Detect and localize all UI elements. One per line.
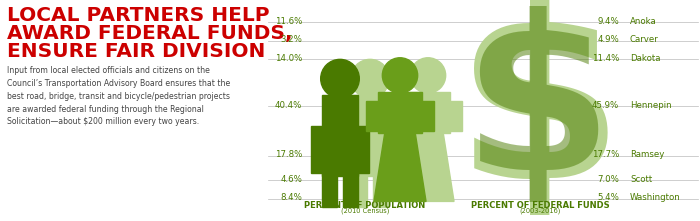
Text: 14.0%: 14.0%	[274, 54, 302, 63]
Circle shape	[321, 59, 359, 98]
Polygon shape	[374, 131, 426, 201]
Text: 9.4%: 9.4%	[597, 17, 619, 26]
Polygon shape	[402, 131, 454, 201]
Text: 5.4%: 5.4%	[597, 193, 619, 202]
Text: PERCENT OF FEDERAL FUNDS: PERCENT OF FEDERAL FUNDS	[470, 201, 609, 210]
Text: Ramsey: Ramsey	[630, 150, 664, 159]
Text: 11.6%: 11.6%	[274, 17, 302, 26]
Text: PERCENT OF POPULATION: PERCENT OF POPULATION	[304, 201, 426, 210]
Text: Hennepin: Hennepin	[630, 101, 671, 110]
Text: 17.7%: 17.7%	[592, 150, 619, 159]
Bar	[366, 101, 379, 131]
Bar	[358, 126, 370, 173]
Text: 7.0%: 7.0%	[597, 175, 619, 184]
Text: $: $	[462, 6, 612, 215]
Text: LOCAL PARTNERS HELP: LOCAL PARTNERS HELP	[7, 6, 270, 25]
Text: Scott: Scott	[630, 175, 652, 184]
Bar	[341, 126, 351, 173]
Bar	[311, 126, 322, 173]
Circle shape	[410, 58, 446, 93]
Bar	[343, 172, 358, 207]
Text: Washington: Washington	[630, 193, 680, 202]
Text: 4.9%: 4.9%	[597, 35, 619, 44]
Bar	[322, 95, 358, 176]
Text: 17.8%: 17.8%	[274, 150, 302, 159]
Text: Input from local elected officials and citizens on the
Council’s Transportation : Input from local elected officials and c…	[7, 66, 230, 126]
Text: (2003-2016): (2003-2016)	[519, 208, 561, 214]
Text: ENSURE FAIR DIVISION: ENSURE FAIR DIVISION	[7, 42, 265, 61]
Text: Carver: Carver	[630, 35, 659, 44]
Circle shape	[382, 58, 418, 93]
Bar	[373, 172, 389, 207]
Text: 8.4%: 8.4%	[280, 193, 302, 202]
Text: Anoka: Anoka	[630, 17, 657, 26]
Bar	[351, 95, 388, 176]
Bar	[322, 172, 337, 207]
Text: AWARD FEDERAL FUNDS,: AWARD FEDERAL FUNDS,	[7, 24, 293, 43]
Circle shape	[351, 59, 389, 98]
Text: Dakota: Dakota	[630, 54, 661, 63]
Bar	[394, 101, 407, 131]
Text: 45.9%: 45.9%	[592, 101, 619, 110]
Bar	[407, 92, 449, 133]
Bar	[379, 92, 421, 133]
Text: 4.6%: 4.6%	[280, 175, 302, 184]
Text: (2010 Census): (2010 Census)	[341, 208, 389, 214]
Text: 40.4%: 40.4%	[274, 101, 302, 110]
Text: $: $	[456, 0, 624, 221]
Text: 3.2%: 3.2%	[280, 35, 302, 44]
Bar	[389, 126, 399, 173]
Text: 11.4%: 11.4%	[592, 54, 619, 63]
Bar	[449, 101, 462, 131]
Bar	[421, 101, 434, 131]
Bar	[351, 172, 367, 207]
